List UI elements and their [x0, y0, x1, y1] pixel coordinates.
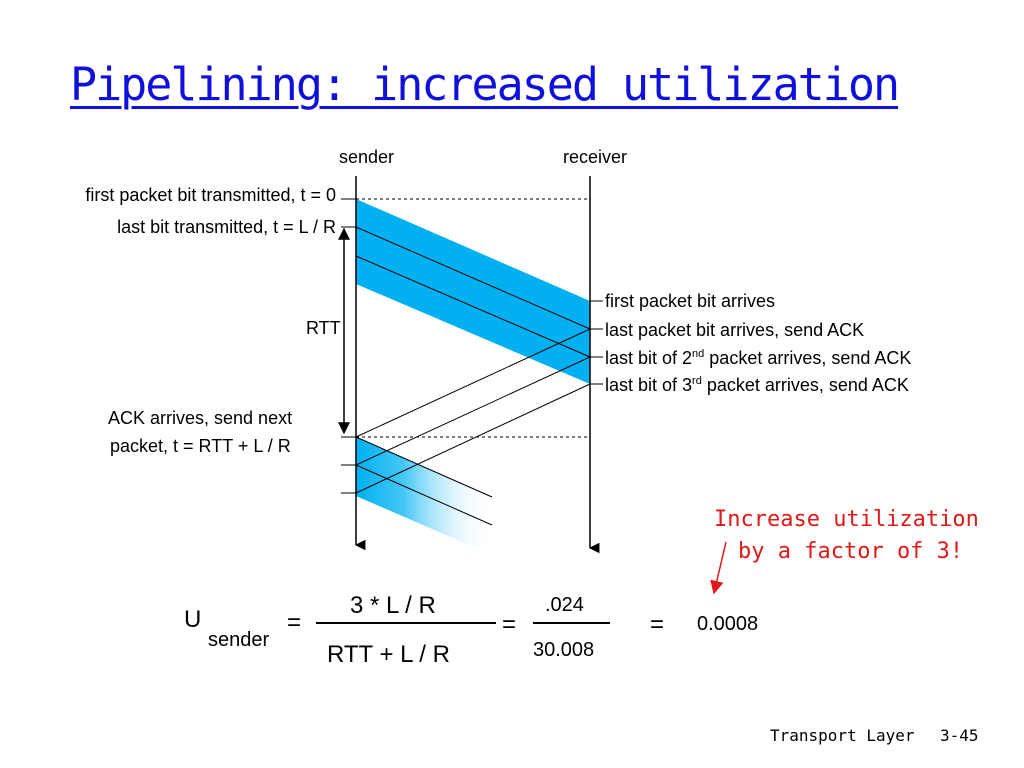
second-packet-arrives-label: last bit of 2nd packet arrives, send ACK	[605, 348, 912, 368]
ack-arrives-label-line1: ACK arrives, send next	[108, 408, 293, 428]
slide-title: Pipelining: increased utilization	[70, 58, 900, 111]
footer-section-label: Transport Layer	[770, 726, 915, 745]
last-bit-transmitted-label: last bit transmitted, t = L / R	[117, 217, 336, 237]
rtt-label: RTT	[306, 318, 341, 338]
first-packet-bit-arrives-label: first packet bit arrives	[605, 291, 776, 311]
packet-1-last-bit-line	[355, 226, 591, 330]
equals-sign-2: =	[502, 611, 517, 638]
slide-number: 3-45	[940, 726, 979, 745]
fraction-denominator: RTT + L / R	[327, 641, 450, 668]
ack-line-2	[355, 356, 591, 466]
equals-sign-1: =	[287, 609, 302, 636]
utilization-subscript: sender	[208, 629, 270, 651]
receiver-label: receiver	[563, 147, 628, 167]
utilization-symbol: U	[184, 606, 202, 633]
ack-line-3	[355, 383, 591, 494]
next-packet-line-1	[355, 436, 493, 498]
packet-band	[356, 199, 590, 384]
numeric-denominator: 30.008	[533, 639, 595, 661]
last-packet-bit-arrives-label: last packet bit arrives, send ACK	[605, 320, 865, 340]
packet-2-last-bit-line	[355, 255, 591, 358]
next-packet-line-2	[355, 464, 493, 526]
ack-arrives-label-line2: packet, t = RTT + L / R	[110, 436, 291, 456]
annotation-line2: by a factor of 3!	[738, 539, 964, 564]
third-packet-arrives-label: last bit of 3rd packet arrives, send ACK	[605, 375, 909, 395]
annotation-line1: Increase utilization	[714, 507, 979, 532]
fraction-numerator: 3 * L / R	[350, 592, 436, 619]
next-packets-band	[356, 437, 492, 555]
annotation-arrow	[710, 541, 727, 595]
equals-sign-3: =	[650, 611, 665, 638]
ack-line-1	[355, 328, 591, 438]
sender-label: sender	[339, 147, 395, 167]
numeric-numerator: .024	[545, 594, 584, 616]
utilization-result: 0.0008	[697, 613, 759, 635]
first-bit-transmitted-label: first packet bit transmitted, t = 0	[85, 185, 336, 205]
